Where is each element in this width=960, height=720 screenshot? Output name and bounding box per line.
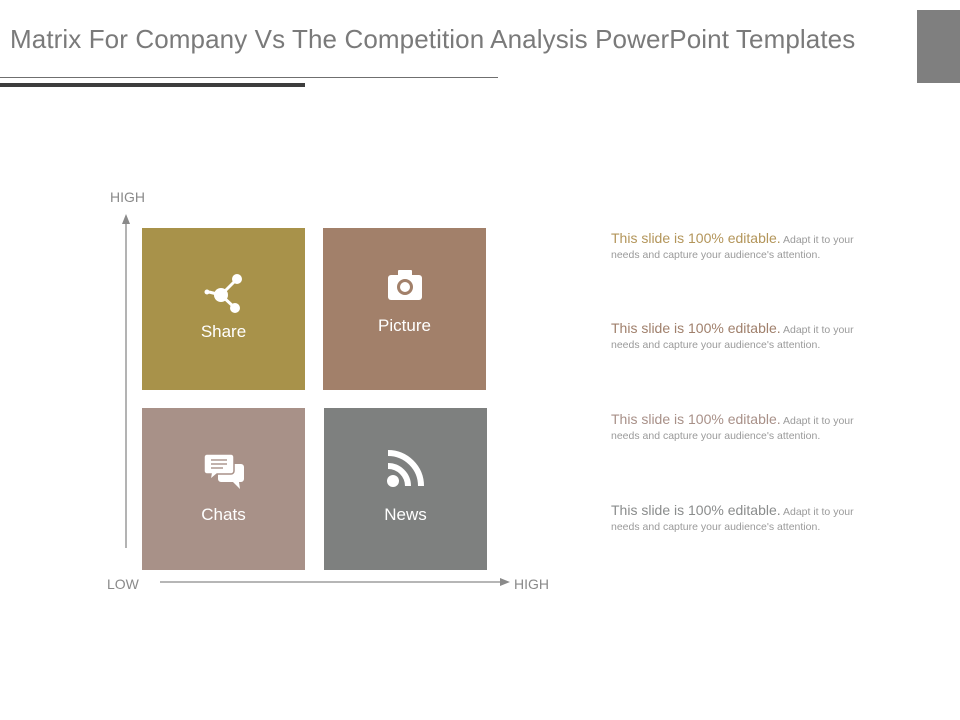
note-item: This slide is 100% editable. Adapt it to… bbox=[611, 321, 856, 352]
y-axis-arrowhead bbox=[122, 214, 130, 224]
title-underline-thin bbox=[0, 77, 498, 78]
note-body: Adapt it to your needs and capture your … bbox=[611, 234, 854, 261]
quadrant-label: News bbox=[384, 505, 427, 524]
x-axis-arrowhead bbox=[500, 578, 510, 586]
note-body: Adapt it to your needs and capture your … bbox=[611, 324, 854, 351]
quadrant-label: Chats bbox=[201, 505, 246, 524]
title-underline-thick bbox=[0, 83, 305, 87]
note-lead: This slide is 100% editable. bbox=[611, 320, 781, 336]
share-icon bbox=[201, 270, 247, 321]
note-body: Adapt it to your needs and capture your … bbox=[611, 506, 854, 533]
note-lead: This slide is 100% editable. bbox=[611, 502, 781, 518]
quadrant-news: News bbox=[324, 408, 487, 570]
quadrant-chats: Chats bbox=[142, 408, 305, 570]
rss-icon bbox=[386, 448, 426, 493]
quadrant-share: Share bbox=[142, 228, 305, 390]
camera-icon bbox=[387, 268, 423, 307]
corner-accent-block bbox=[917, 10, 960, 83]
x-axis-low-label: LOW bbox=[107, 576, 139, 592]
note-item: This slide is 100% editable. Adapt it to… bbox=[611, 231, 856, 262]
quadrant-label: Picture bbox=[378, 316, 431, 335]
quadrant-label: Share bbox=[200, 322, 247, 341]
note-lead: This slide is 100% editable. bbox=[611, 411, 781, 427]
chat-icon bbox=[202, 452, 245, 497]
note-body: Adapt it to your needs and capture your … bbox=[611, 415, 854, 442]
y-axis-high-label: HIGH bbox=[110, 189, 145, 205]
note-item: This slide is 100% editable. Adapt it to… bbox=[611, 503, 856, 534]
note-item: This slide is 100% editable. Adapt it to… bbox=[611, 412, 856, 443]
quadrant-picture: Picture bbox=[323, 228, 486, 390]
slide-title: Matrix For Company Vs The Competition An… bbox=[10, 24, 856, 54]
x-axis-high-label: HIGH bbox=[514, 576, 549, 592]
note-lead: This slide is 100% editable. bbox=[611, 230, 781, 246]
